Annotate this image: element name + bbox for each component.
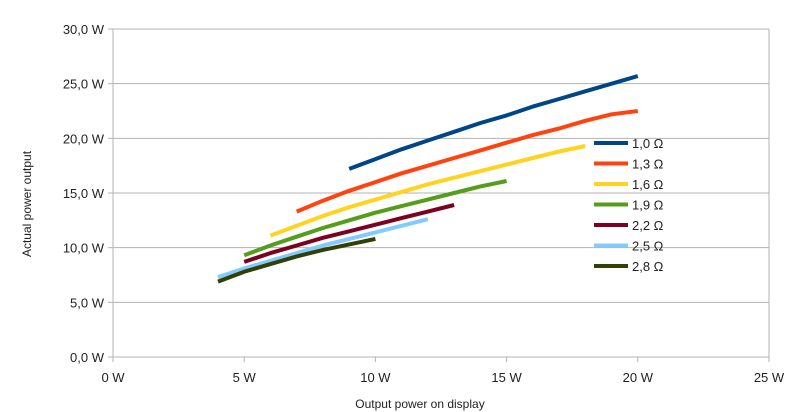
- legend-label: 1,6 Ω: [632, 177, 664, 192]
- series-line-6: [217, 217, 429, 280]
- y-tick-label: 30,0 W: [63, 22, 105, 37]
- series-line-5: [243, 203, 455, 264]
- legend-label: 1,0 Ω: [632, 136, 664, 151]
- tick-labels: 0,0 W 5,0 W 10,0 W 15,0 W 20,0 W 25,0 W 30,0 W…: [63, 22, 785, 385]
- series-line-7: [217, 236, 376, 284]
- y-tick-label: 20,0 W: [63, 131, 105, 146]
- y-tick-label: 5,0 W: [70, 295, 105, 310]
- axes: [108, 28, 770, 362]
- x-tick-label: 25 W: [754, 370, 785, 385]
- series-line-2: [295, 109, 639, 214]
- x-tick-label: 15 W: [491, 370, 522, 385]
- legend-label: 2,2 Ω: [632, 218, 664, 233]
- legend-label: 2,5 Ω: [632, 239, 664, 254]
- legend-label: 1,9 Ω: [632, 198, 664, 213]
- legend: 1,0 Ω 1,3 Ω 1,6 Ω 1,9 Ω 2,2 Ω 2,5 Ω 2,8 Ω: [594, 136, 664, 274]
- y-tick-label: 25,0 W: [63, 77, 105, 92]
- x-tick-label: 20 W: [623, 370, 654, 385]
- y-axis-label: Actual power output: [20, 150, 34, 257]
- legend-label: 1,3 Ω: [632, 157, 664, 172]
- y-tick-label: 15,0 W: [63, 186, 105, 201]
- series-line-4: [243, 179, 508, 258]
- grid-lines: [113, 28, 769, 358]
- y-tick-label: 0,0 W: [70, 350, 105, 365]
- legend-label: 2,8 Ω: [632, 259, 664, 274]
- x-axis-label: Output power on display: [355, 397, 484, 411]
- x-tick-label: 5 W: [233, 370, 257, 385]
- y-tick-label: 10,0 W: [63, 241, 105, 256]
- x-tick-label: 0 W: [101, 370, 125, 385]
- series-line-3: [269, 144, 586, 238]
- series-lines: [217, 74, 639, 284]
- series-line-1: [348, 74, 639, 171]
- x-tick-label: 10 W: [360, 370, 391, 385]
